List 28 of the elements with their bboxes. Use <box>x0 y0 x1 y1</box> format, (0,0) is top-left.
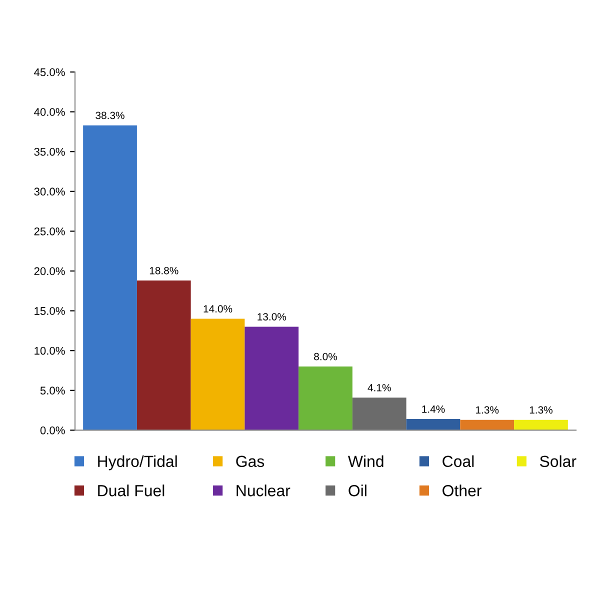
y-tick-label: 15.0% <box>34 307 65 315</box>
legend-label: Gas <box>236 456 264 468</box>
data-label: 38.3% <box>96 112 124 120</box>
legend-label: Dual Fuel <box>98 484 164 496</box>
data-label: 18.8% <box>150 266 178 274</box>
y-tick-label: 45.0% <box>34 68 65 76</box>
y-tick-label: 40.0% <box>34 108 65 116</box>
legend-label: Coal <box>442 455 474 468</box>
y-tick-label: 10.0% <box>34 346 65 355</box>
data-label: 1.3% <box>476 406 499 414</box>
data-label: 14.0% <box>204 305 232 313</box>
legend-label: Other <box>442 484 482 496</box>
legend-label: Hydro/Tidal <box>98 455 177 470</box>
y-tick-label: 0.0% <box>40 426 65 434</box>
data-label: 1.4% <box>422 406 445 413</box>
legend-label: Wind <box>348 455 384 468</box>
y-tick-label: 30.0% <box>34 188 65 196</box>
legend-label: Oil <box>348 484 366 496</box>
data-label: 13.0% <box>258 313 286 320</box>
data-label: 4.1% <box>368 384 391 392</box>
data-label: 1.3% <box>530 406 552 414</box>
y-tick-label: 20.0% <box>34 267 65 276</box>
y-tick-label: 25.0% <box>34 227 65 236</box>
y-tick-label: 5.0% <box>40 386 65 395</box>
data-label: 8.0% <box>314 352 337 360</box>
legend-label: Solar <box>540 455 576 468</box>
legend-label: Nuclear <box>236 484 290 496</box>
y-tick-label: 35.0% <box>34 148 65 156</box>
